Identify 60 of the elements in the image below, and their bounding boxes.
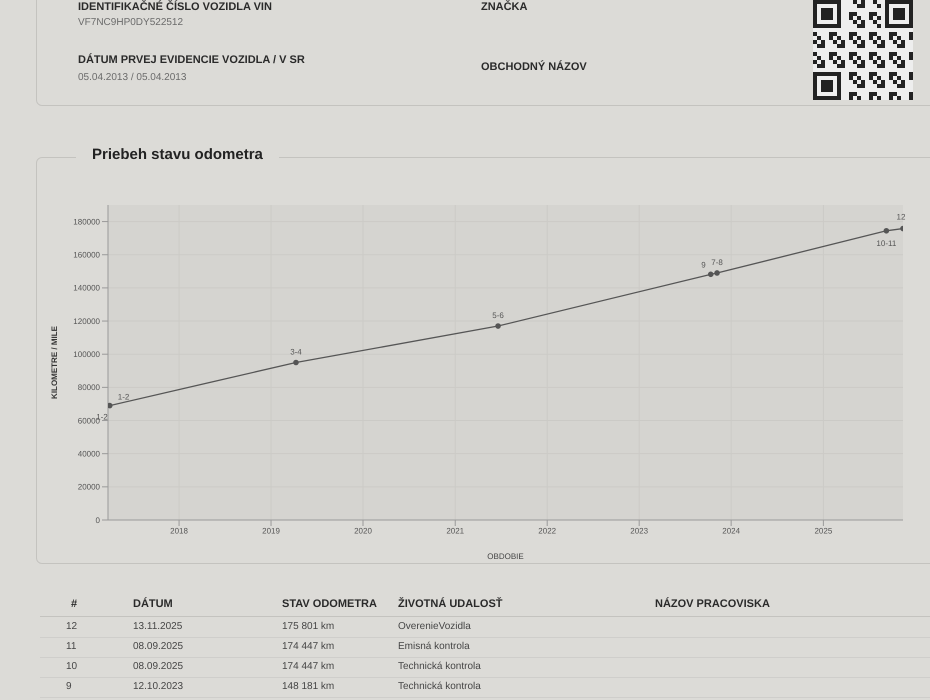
text: IDENTIFIKAČNÉ ČÍSLO VOZIDLA VIN (78, 1, 272, 13)
text: 12 (66, 621, 78, 632)
y-tick-label: 180000 (73, 217, 101, 226)
y-tick-label: 40000 (78, 450, 101, 459)
text: 10 (66, 661, 78, 672)
text: Emisná kontrola (398, 641, 470, 652)
x-tick-label: 2023 (630, 526, 649, 536)
annotation: 5-6 (492, 311, 504, 320)
chart-title: Priebeh stavu odometra (92, 146, 263, 163)
text: 11 (66, 641, 76, 652)
annotation: 9 (701, 260, 706, 270)
y-axis-title: KILOMETRE / MILE (50, 325, 59, 399)
text: # (71, 598, 78, 610)
x-tick-label: 2018 (170, 526, 189, 536)
y-tick-label: 0 (96, 516, 101, 525)
y-tick-label: 120000 (73, 316, 101, 326)
text: STAV ODOMETRA (282, 598, 377, 610)
text: 148 181 km (282, 681, 334, 692)
x-tick-label: 2024 (722, 526, 741, 536)
text: DÁTUM (133, 598, 173, 610)
text: 12.10.2023 (133, 681, 184, 692)
text: 08.09.2025 (133, 661, 184, 672)
annotation: 3-4 (290, 348, 302, 356)
y-tick-label: 100000 (73, 350, 101, 360)
text: 08.09.2025 (133, 641, 184, 652)
text: 05.04.2013 / 05.04.2013 (78, 72, 186, 83)
point (708, 272, 714, 278)
point (495, 323, 501, 329)
annotation: 7-8 (711, 258, 724, 267)
x-axis-title: OBDOBIE (487, 552, 524, 561)
text: VF7NC9HP0DY522512 (78, 17, 184, 28)
text: Technická kontrola (398, 681, 481, 692)
text: ŽIVOTNÁ UDALOSŤ (398, 598, 502, 610)
point (884, 228, 890, 234)
x-tick-label: 2019 (262, 526, 280, 536)
point (108, 402, 113, 408)
annotation: 10-11 (876, 238, 897, 248)
text: 175 801 km (282, 621, 334, 632)
point (293, 360, 299, 366)
text: 174 447 km (282, 641, 334, 652)
text: 9 (66, 681, 72, 692)
text: ZNAČKA (481, 1, 528, 13)
point (714, 270, 720, 276)
x-tick-label: 2020 (354, 526, 372, 536)
text: DÁTUM PRVEJ EVIDENCIE VOZIDLA / V SR (78, 54, 305, 66)
text: NÁZOV PRACOVISKA (655, 598, 770, 610)
annotation: 1-2 (118, 392, 130, 402)
text: OverenieVozidla (398, 621, 471, 632)
text: OBCHODNÝ NÁZOV (481, 61, 587, 73)
y-tick-label: 80000 (78, 383, 101, 392)
text: 174 447 km (282, 661, 334, 672)
text: Technická kontrola (398, 661, 481, 672)
annotation: 12 (896, 212, 906, 222)
y-tick-label: 160000 (73, 250, 101, 260)
x-tick-label: 2021 (446, 526, 465, 536)
y-tick-label: 140000 (73, 284, 101, 293)
text: 13.11.2025 (133, 621, 182, 632)
x-tick-label: 2022 (538, 526, 557, 536)
y-tick-label: 20000 (78, 482, 101, 492)
x-tick-label: 2025 (814, 526, 833, 536)
